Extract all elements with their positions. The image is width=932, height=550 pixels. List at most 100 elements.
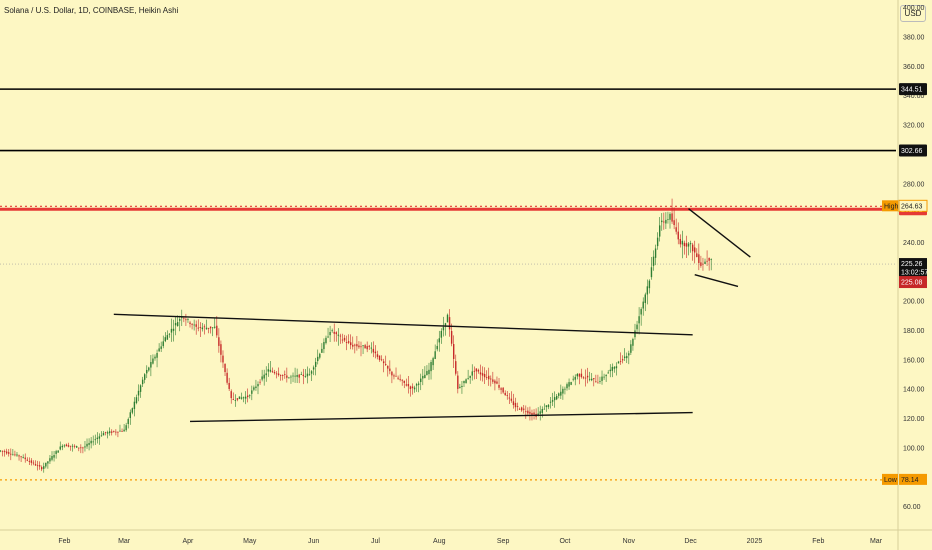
candle-body bbox=[30, 460, 33, 463]
candle-body bbox=[510, 398, 513, 401]
candle-body bbox=[584, 377, 587, 379]
candle-body bbox=[648, 280, 651, 289]
candle-body bbox=[267, 369, 269, 372]
candle-body bbox=[582, 377, 585, 379]
candle-body bbox=[205, 327, 208, 330]
candle-body bbox=[545, 405, 548, 408]
candle-body bbox=[356, 344, 358, 347]
currency-button[interactable]: USD bbox=[900, 5, 926, 22]
candle-body bbox=[197, 327, 199, 329]
candle-body bbox=[364, 345, 366, 349]
candle-body bbox=[450, 331, 453, 344]
candle-body bbox=[671, 213, 673, 222]
y-tick-label: 100.00 bbox=[903, 445, 925, 452]
candle-body bbox=[265, 373, 267, 376]
candle-body bbox=[644, 294, 646, 303]
candle-body bbox=[481, 373, 484, 376]
candle-body bbox=[626, 356, 628, 359]
candle-body bbox=[150, 362, 152, 368]
candle-body bbox=[18, 455, 20, 457]
x-tick-label: Jul bbox=[371, 538, 380, 545]
candle-body bbox=[376, 354, 379, 357]
candle-body bbox=[475, 368, 478, 372]
candle-body bbox=[36, 465, 39, 467]
candle-body bbox=[395, 375, 397, 377]
candle-body bbox=[368, 345, 370, 347]
candle-body bbox=[405, 384, 408, 386]
candle-body bbox=[176, 322, 179, 327]
x-tick-label: Apr bbox=[183, 538, 195, 545]
y-tick-label: 60.00 bbox=[903, 504, 921, 511]
candle-body bbox=[646, 286, 649, 295]
candle-body bbox=[611, 366, 614, 371]
candle-body bbox=[133, 401, 136, 409]
candle-body bbox=[704, 261, 706, 264]
candle-body bbox=[263, 374, 265, 379]
y-tick-label: 280.00 bbox=[903, 181, 925, 188]
candle-body bbox=[129, 412, 131, 419]
candle-body bbox=[560, 391, 562, 396]
candle-body bbox=[96, 437, 99, 440]
candle-body bbox=[88, 442, 90, 445]
candle-body bbox=[236, 398, 239, 400]
candle-body bbox=[273, 372, 276, 374]
candle-body bbox=[654, 248, 657, 258]
candle-body bbox=[57, 450, 59, 453]
candle-body bbox=[86, 443, 88, 447]
candle-body bbox=[207, 327, 210, 329]
candle-body bbox=[341, 339, 344, 341]
level-price-label: 302.66 bbox=[901, 148, 923, 155]
candle-body bbox=[634, 330, 636, 338]
candle-body bbox=[632, 338, 634, 346]
candle-body bbox=[669, 213, 671, 220]
candle-body bbox=[183, 317, 185, 319]
candle-body bbox=[459, 386, 461, 388]
candle-body bbox=[512, 401, 515, 406]
candle-body bbox=[195, 324, 197, 327]
candle-body bbox=[352, 344, 354, 347]
candle-body bbox=[570, 382, 572, 385]
candle-body bbox=[504, 392, 506, 396]
candle-body bbox=[547, 404, 550, 408]
candle-body bbox=[403, 380, 405, 383]
candle-body bbox=[650, 267, 653, 278]
candle-body bbox=[656, 237, 659, 247]
candle-body bbox=[32, 462, 35, 464]
candle-body bbox=[137, 390, 140, 396]
candle-body bbox=[119, 430, 121, 432]
candle-body bbox=[49, 458, 51, 462]
candle-body bbox=[257, 384, 259, 387]
candle-body bbox=[255, 386, 257, 389]
candle-body bbox=[218, 337, 220, 346]
x-tick-label: 2025 bbox=[747, 538, 763, 545]
y-tick-label: 180.00 bbox=[903, 328, 925, 335]
candle-body bbox=[636, 324, 638, 330]
candle-body bbox=[259, 381, 261, 383]
candle-body bbox=[597, 382, 599, 384]
candle-body bbox=[492, 379, 494, 382]
candle-body bbox=[572, 378, 574, 380]
candle-body bbox=[372, 348, 375, 353]
candle-body bbox=[63, 445, 66, 447]
candle-body bbox=[113, 431, 115, 432]
candle-body bbox=[191, 324, 193, 325]
candle-body bbox=[38, 465, 41, 467]
candle-body bbox=[333, 331, 335, 334]
candle-body bbox=[413, 387, 416, 390]
candle-body bbox=[168, 333, 171, 335]
candle-body bbox=[242, 397, 245, 399]
candle-body bbox=[691, 244, 694, 252]
high-value-box bbox=[898, 199, 928, 212]
candle-body bbox=[111, 431, 113, 433]
y-tick-label: 360.00 bbox=[903, 64, 925, 71]
candle-body bbox=[343, 337, 346, 341]
candle-body bbox=[123, 429, 125, 432]
candle-body bbox=[479, 372, 482, 375]
candle-body bbox=[689, 243, 692, 245]
candle-body bbox=[211, 327, 214, 329]
candle-body bbox=[564, 388, 566, 390]
candle-body bbox=[700, 262, 702, 266]
candle-body bbox=[82, 447, 84, 449]
candle-body bbox=[314, 361, 317, 367]
